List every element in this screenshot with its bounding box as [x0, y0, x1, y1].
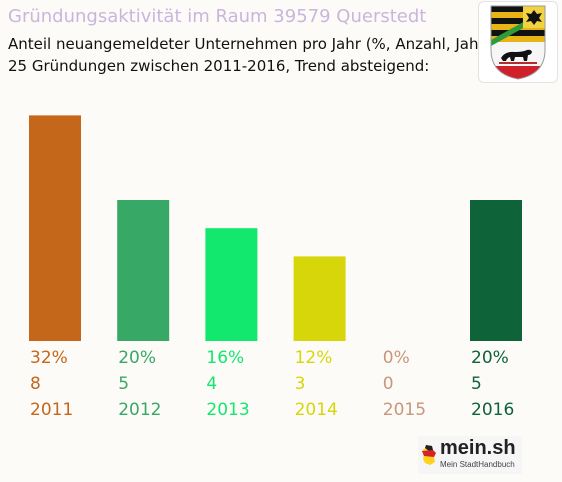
- year-label-2014: 2014: [295, 400, 338, 420]
- count-label-2015: 0: [383, 374, 394, 394]
- percent-label-2013: 16%: [206, 348, 244, 368]
- year-label-2015: 2015: [383, 400, 426, 420]
- logo-name: mein.sh: [440, 437, 516, 459]
- chart-subtitle-line1: Anteil neuangemeldeter Unternehmen pro J…: [8, 35, 491, 53]
- bar-2011: [29, 115, 81, 342]
- count-label-2014: 3: [295, 374, 306, 394]
- count-label-2011: 8: [30, 374, 41, 394]
- year-label-2012: 2012: [118, 400, 161, 420]
- percent-label-2015: 0%: [383, 348, 410, 368]
- year-label-2016: 2016: [471, 400, 514, 420]
- percent-label-2011: 32%: [30, 348, 68, 368]
- count-label-2012: 5: [118, 374, 129, 394]
- bar-2016: [470, 200, 522, 341]
- percent-label-2012: 20%: [118, 348, 156, 368]
- bar-2014: [293, 256, 346, 341]
- bar-2012: [117, 200, 170, 341]
- saxony-anhalt-coat-of-arms-icon: [478, 1, 558, 83]
- germany-map-icon: [422, 445, 436, 465]
- bar-2013: [205, 228, 258, 341]
- year-label-2013: 2013: [206, 400, 249, 420]
- percent-label-2014: 12%: [295, 348, 333, 368]
- chart-title: Gründungsaktivität im Raum 39579 Querste…: [8, 6, 427, 27]
- count-label-2013: 4: [206, 374, 217, 394]
- percent-label-2016: 20%: [471, 348, 509, 368]
- count-label-2016: 5: [471, 374, 482, 394]
- logo-tagline: Mein StadtHandbuch: [440, 460, 515, 469]
- mein-sh-logo: mein.sh Mein StadtHandbuch: [418, 436, 522, 474]
- chart-subtitle-line2: 25 Gründungen zwischen 2011-2016, Trend …: [8, 57, 430, 75]
- year-label-2011: 2011: [30, 400, 73, 420]
